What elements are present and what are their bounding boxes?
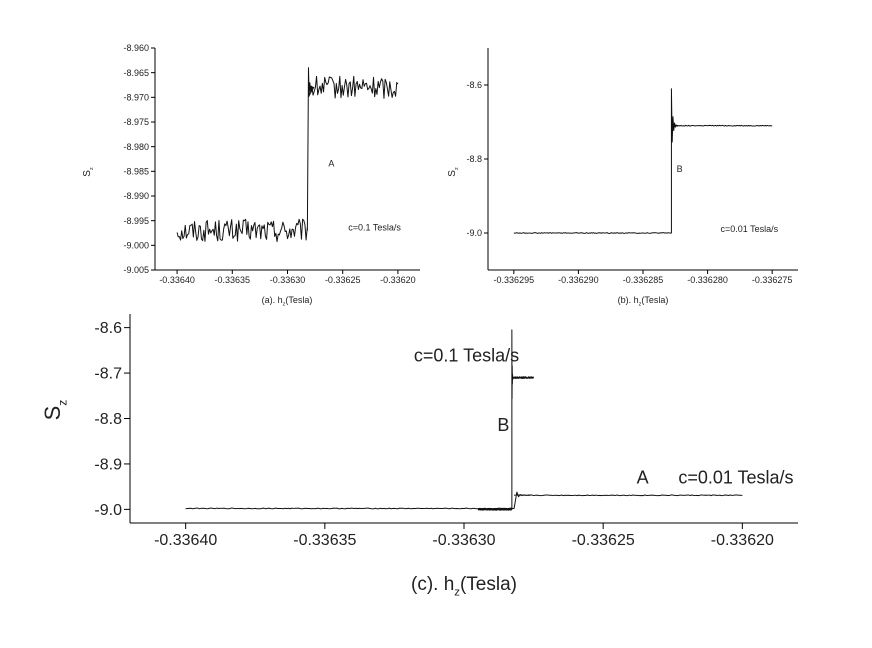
y-tick-label: -9.0 — [94, 502, 122, 519]
y-tick-label: -8.980 — [123, 142, 149, 152]
annotation-label: c=0.01 Tesla/s — [678, 467, 793, 487]
y-tick-label: -8.965 — [123, 68, 149, 78]
x-tick-label: -0.33640 — [154, 532, 217, 549]
y-tick-label: -8.975 — [123, 117, 149, 127]
annotation-label: c=0.01 Tesla/s — [721, 224, 779, 234]
annotation-label: c=0.1 Tesla/s — [414, 346, 519, 366]
chart-panel-a: -0.33640 -0.33635 -0.33630 -0.33625 -0.33620… — [82, 43, 420, 308]
y-tick-label: -8.7 — [94, 366, 122, 383]
chart-panel-c: -0.33640 -0.33635 -0.33630 -0.33625 -0.33620… — [40, 314, 798, 599]
x-tick-label: -0.33625 — [572, 532, 635, 549]
x-tick-label: -0.336275 — [752, 275, 793, 285]
annotation-label: B — [677, 164, 683, 174]
x-tick-label: -0.336280 — [687, 275, 728, 285]
x-tick-label: -0.33625 — [325, 275, 361, 285]
x-tick-label: -0.33620 — [711, 532, 774, 549]
series-line — [185, 491, 743, 510]
x-axis-label: (c). hz(Tesla) — [411, 574, 517, 599]
y-tick-label: -8.6 — [466, 80, 482, 90]
x-tick-label: -0.33630 — [270, 275, 306, 285]
y-tick-label: -9.000 — [123, 240, 149, 250]
y-tick-label: -8.970 — [123, 92, 149, 102]
y-tick-label: -8.990 — [123, 191, 149, 201]
x-tick-label: -0.33635 — [215, 275, 251, 285]
x-tick-label: -0.33620 — [380, 275, 416, 285]
x-tick-label: -0.33635 — [293, 532, 356, 549]
annotation-label: B — [497, 415, 509, 435]
y-tick-label: -8.995 — [123, 216, 149, 226]
y-tick-label: -8.960 — [123, 43, 149, 53]
x-tick-label: -0.336290 — [558, 275, 599, 285]
series-line — [477, 329, 535, 511]
y-tick-label: -9.0 — [466, 228, 482, 238]
y-tick-label: -8.9 — [94, 457, 122, 474]
y-axis-label: Sz — [82, 167, 95, 177]
annotation-label: A — [328, 158, 334, 168]
x-tick-label: -0.336295 — [494, 275, 535, 285]
annotation-label: A — [637, 467, 649, 487]
y-axis-label: Sz — [447, 167, 460, 177]
y-tick-label: -8.985 — [123, 166, 149, 176]
x-axis-label: (a). hz(Tesla) — [262, 295, 313, 308]
x-axis-label: (b). hz(Tesla) — [618, 295, 669, 308]
y-tick-label: -9.005 — [123, 265, 149, 275]
x-tick-label: -0.336285 — [623, 275, 664, 285]
y-axis-label: Sz — [40, 400, 70, 421]
x-tick-label: -0.33630 — [432, 532, 495, 549]
series-line — [176, 67, 399, 243]
annotation-label: c=0.1 Tesla/s — [348, 223, 401, 233]
series-line — [513, 88, 773, 234]
chart-panel-b: -0.336295 -0.336290 -0.336285 -0.336280 -0.3… — [447, 48, 798, 308]
x-tick-label: -0.33640 — [159, 275, 195, 285]
y-tick-label: -8.8 — [94, 411, 122, 428]
y-tick-label: -8.6 — [94, 320, 122, 337]
y-tick-label: -8.8 — [466, 154, 482, 164]
